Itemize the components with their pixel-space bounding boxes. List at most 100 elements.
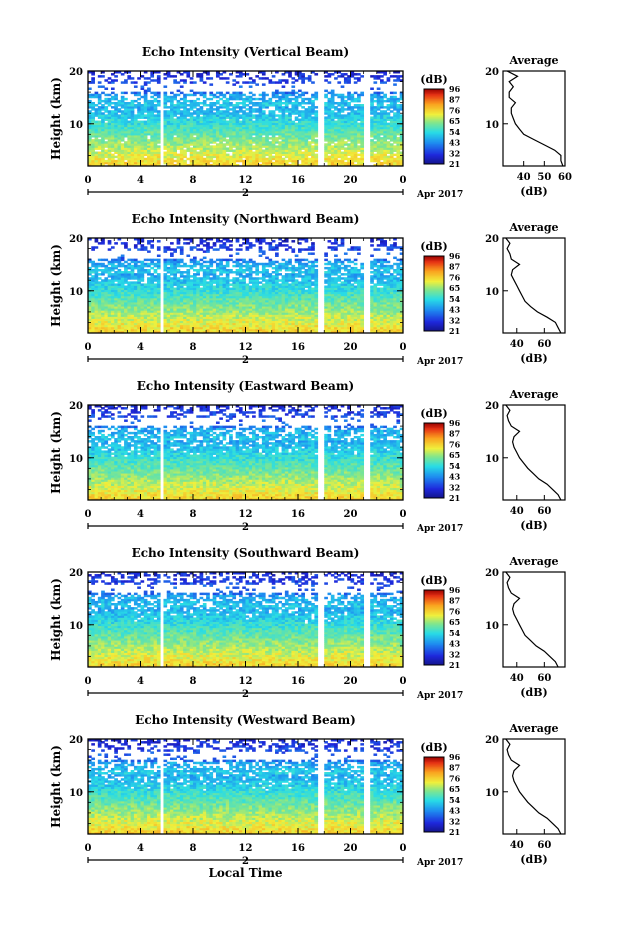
heatmap-cell <box>180 85 184 87</box>
heatmap-cell <box>288 108 292 110</box>
heatmap-cell <box>163 77 167 79</box>
heatmap-cell <box>223 110 227 112</box>
heatmap-cell <box>137 77 141 79</box>
heatmap-cell <box>167 275 171 277</box>
heatmap-cell <box>124 286 128 288</box>
heatmap-cell <box>341 73 345 75</box>
heatmap-cell <box>101 259 105 261</box>
heatmap-cell <box>249 81 253 83</box>
heatmap-cell <box>134 100 138 102</box>
heatmap-cell <box>209 277 213 279</box>
heatmap-cell <box>104 123 108 125</box>
heatmap-cell <box>226 269 230 271</box>
heatmap-cell <box>196 108 200 110</box>
heatmap-cell <box>334 77 338 79</box>
heatmap-cell <box>275 119 279 121</box>
heatmap-cell <box>108 248 112 250</box>
heatmap-cell <box>108 279 112 281</box>
heatmap-cell <box>334 143 338 145</box>
heatmap-cell <box>246 96 250 98</box>
heatmap-cell <box>219 104 223 106</box>
heatmap-cell <box>370 94 374 96</box>
heatmap-cell <box>157 273 161 275</box>
heatmap-cell <box>373 75 377 77</box>
heatmap-cell <box>213 269 217 271</box>
heatmap-cell <box>314 139 318 141</box>
heatmap-cell <box>147 259 151 261</box>
heatmap-cell <box>114 283 118 285</box>
colorbar-tick-label: 87 <box>449 95 460 105</box>
heatmap-cell <box>360 75 364 77</box>
heatmap-cell <box>219 98 223 100</box>
heatmap-cell <box>124 261 128 263</box>
heatmap-cell <box>127 121 131 123</box>
colorbar-tick-label: 65 <box>449 116 460 126</box>
heatmap-cell <box>154 259 158 261</box>
heatmap-cell <box>357 154 361 156</box>
heatmap-cell <box>157 240 161 242</box>
heatmap-cell <box>275 90 279 92</box>
heatmap-cell <box>108 240 112 242</box>
heatmap-cell <box>121 110 125 112</box>
heatmap-cell <box>301 98 305 100</box>
heatmap-cell <box>311 100 315 102</box>
heatmap-cell <box>285 79 289 81</box>
heatmap-cell <box>216 248 220 250</box>
heatmap-cell <box>380 110 384 112</box>
heatmap-cell <box>98 273 102 275</box>
heatmap-cell <box>242 94 246 96</box>
heatmap-cell <box>236 75 240 77</box>
heatmap-cell <box>114 259 118 261</box>
heatmap-cell <box>216 100 220 102</box>
heatmap-cell <box>154 114 158 116</box>
heatmap-cell <box>206 261 210 263</box>
heatmap-cell <box>200 102 204 104</box>
heatmap-cell <box>275 81 279 83</box>
heatmap-cell <box>305 108 309 110</box>
heatmap-cell <box>223 94 227 96</box>
heatmap-cell <box>209 145 213 147</box>
heatmap-cell <box>308 106 312 108</box>
heatmap-cell <box>177 277 181 279</box>
heatmap-cell <box>150 79 154 81</box>
heatmap-cell <box>216 92 220 94</box>
heatmap-cell <box>196 102 200 104</box>
heatmap-cell <box>144 121 148 123</box>
heatmap-cell <box>314 73 318 75</box>
heatmap-cell <box>193 246 197 248</box>
heatmap-cell <box>157 110 161 112</box>
heatmap-cell <box>200 263 204 265</box>
heatmap-cell <box>154 104 158 106</box>
heatmap-cell <box>95 92 99 94</box>
heatmap-cell <box>186 100 190 102</box>
heatmap-cell <box>163 110 167 112</box>
colorbar-tick-label: 43 <box>449 138 461 148</box>
heatmap-cell <box>206 98 210 100</box>
heatmap-cell <box>193 100 197 102</box>
heatmap-cell <box>196 98 200 100</box>
heatmap-cell <box>262 77 266 79</box>
heatmap-cell <box>232 277 236 279</box>
heatmap-cell <box>344 73 348 75</box>
heatmap-cell <box>134 104 138 106</box>
heatmap-cell <box>291 98 295 100</box>
heatmap-cell <box>147 250 151 252</box>
heatmap-cell <box>190 147 194 149</box>
heatmap-cell <box>91 94 95 96</box>
heatmap-cell <box>357 104 361 106</box>
heatmap-cell <box>341 94 345 96</box>
heatmap-cell <box>246 246 250 248</box>
heatmap-cell <box>354 81 358 83</box>
heatmap-cell <box>167 106 171 108</box>
heatmap-cell <box>183 263 187 265</box>
heatmap-cell <box>216 263 220 265</box>
colorbar-tick-label: 76 <box>449 105 461 115</box>
heatmap-cell <box>111 102 115 104</box>
heatmap-cell <box>101 85 105 87</box>
heatmap-cell <box>308 141 312 143</box>
heatmap-cell <box>95 152 99 154</box>
heatmap-cell <box>95 263 99 265</box>
heatmap-cell <box>147 88 151 90</box>
heatmap-cell <box>114 242 118 244</box>
